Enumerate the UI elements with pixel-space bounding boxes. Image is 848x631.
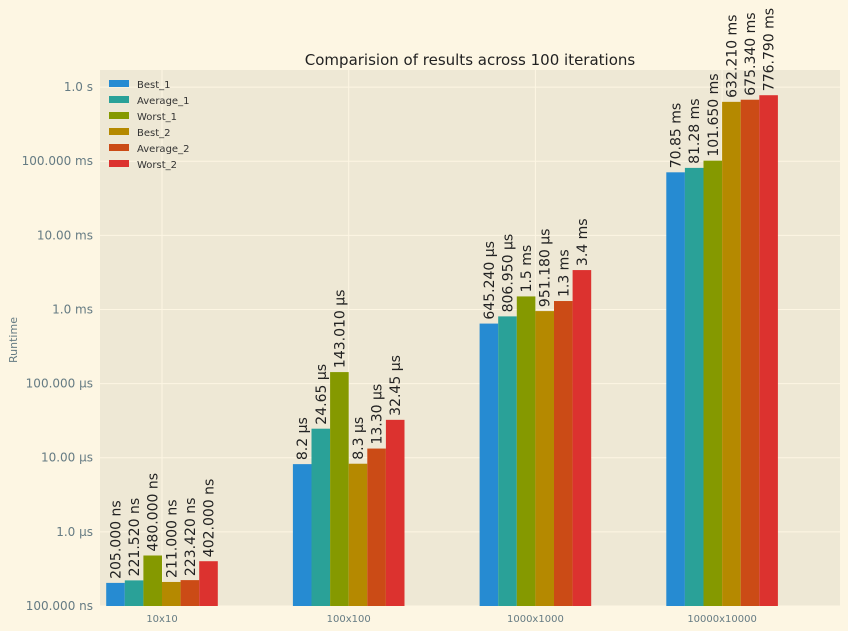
bar-best-1: [106, 582, 125, 606]
x-tick-label: 1000x1000: [507, 614, 564, 625]
legend-label: Best_1: [137, 80, 171, 91]
bar-data-label: 402.000 ns: [202, 479, 218, 558]
bar-worst-1: [703, 160, 723, 606]
x-tick-label: 10000x10000: [687, 614, 757, 625]
x-tick-label: 100x100: [327, 614, 371, 625]
bar-best-2: [162, 581, 181, 606]
bar-data-label: 205.000 ns: [109, 500, 125, 579]
bar-average-2: [180, 580, 200, 606]
bar-worst-2: [572, 270, 592, 606]
y-tick-label: 100.000 µs: [26, 377, 93, 391]
bar-average-1: [124, 580, 144, 606]
y-tick-label: 100.000 ns: [26, 599, 93, 613]
bar-data-label: 776.790 ms: [762, 8, 778, 91]
bar-average-1: [498, 316, 517, 606]
bar-worst-2: [759, 95, 778, 606]
bar-best-1: [479, 323, 499, 606]
bar-average-2: [554, 301, 573, 606]
bar-data-label: 101.650 ms: [706, 73, 722, 156]
y-tick-label: 1.0 ms: [52, 302, 93, 316]
bar-data-label: 81.28 ms: [687, 98, 703, 163]
chart-title: Comparision of results across 100 iterat…: [305, 51, 636, 69]
bar-average-2: [367, 448, 386, 606]
legend-swatch: [109, 112, 129, 119]
bar-data-label: 8.2 µs: [295, 417, 311, 460]
legend-label: Worst_1: [137, 112, 177, 123]
bar-data-label: 675.340 ms: [743, 12, 759, 95]
bar-worst-1: [330, 372, 349, 606]
bar-data-label: 645.240 µs: [482, 241, 498, 320]
bar-data-label: 3.4 ms: [575, 218, 591, 266]
bar-data-label: 632.210 ms: [724, 15, 740, 98]
bar-worst-2: [199, 561, 218, 606]
legend-swatch: [109, 96, 129, 103]
legend-swatch: [109, 128, 129, 135]
legend-swatch: [109, 160, 129, 167]
y-tick-label: 10.00 ms: [37, 228, 93, 242]
bar-data-label: 32.45 µs: [388, 355, 404, 416]
y-tick-label: 1.0 s: [64, 80, 93, 94]
bar-data-label: 8.3 µs: [351, 417, 367, 460]
bar-best-1: [666, 172, 685, 607]
bar-best-2: [535, 311, 554, 606]
legend-swatch: [109, 80, 129, 87]
bar-data-label: 951.180 µs: [538, 229, 554, 308]
bar-worst-1: [516, 296, 536, 606]
y-tick-label: 1.0 µs: [56, 525, 93, 539]
bar-data-label: 480.000 ns: [146, 473, 162, 552]
bar-best-2: [722, 101, 741, 606]
bar-best-1: [292, 464, 312, 606]
bar-worst-2: [385, 419, 405, 606]
bar-data-label: 13.30 µs: [370, 384, 386, 445]
bar-average-1: [684, 167, 704, 606]
y-tick-label: 10.00 µs: [41, 451, 93, 465]
bar-data-label: 143.010 µs: [332, 290, 348, 369]
bar-data-label: 1.3 ms: [556, 249, 572, 297]
y-axis-label: Runtime: [7, 317, 20, 363]
bar-average-1: [311, 428, 331, 606]
legend-swatch: [109, 144, 129, 151]
legend-label: Best_2: [137, 128, 171, 139]
bar-data-label: 70.85 ms: [669, 103, 685, 168]
bar-data-label: 223.420 ns: [183, 498, 199, 577]
bar-data-label: 1.5 ms: [519, 245, 535, 293]
bar-data-label: 806.950 µs: [501, 234, 517, 313]
y-tick-label: 100.000 ms: [22, 154, 93, 168]
bar-average-2: [740, 99, 760, 606]
bar-data-label: 211.000 ns: [164, 499, 180, 578]
bar-data-label: 24.65 µs: [314, 364, 330, 425]
bar-worst-1: [143, 555, 162, 606]
bar-best-2: [348, 463, 368, 606]
legend-label: Worst_2: [137, 160, 177, 171]
legend-label: Average_2: [137, 144, 189, 155]
x-tick-label: 10x10: [146, 614, 177, 625]
bar-data-label: 221.520 ns: [127, 498, 143, 577]
legend: Best_1 Average_1 Worst_1 Best_2 Average_2 Wor…: [109, 80, 189, 171]
legend-label: Average_1: [137, 96, 189, 107]
